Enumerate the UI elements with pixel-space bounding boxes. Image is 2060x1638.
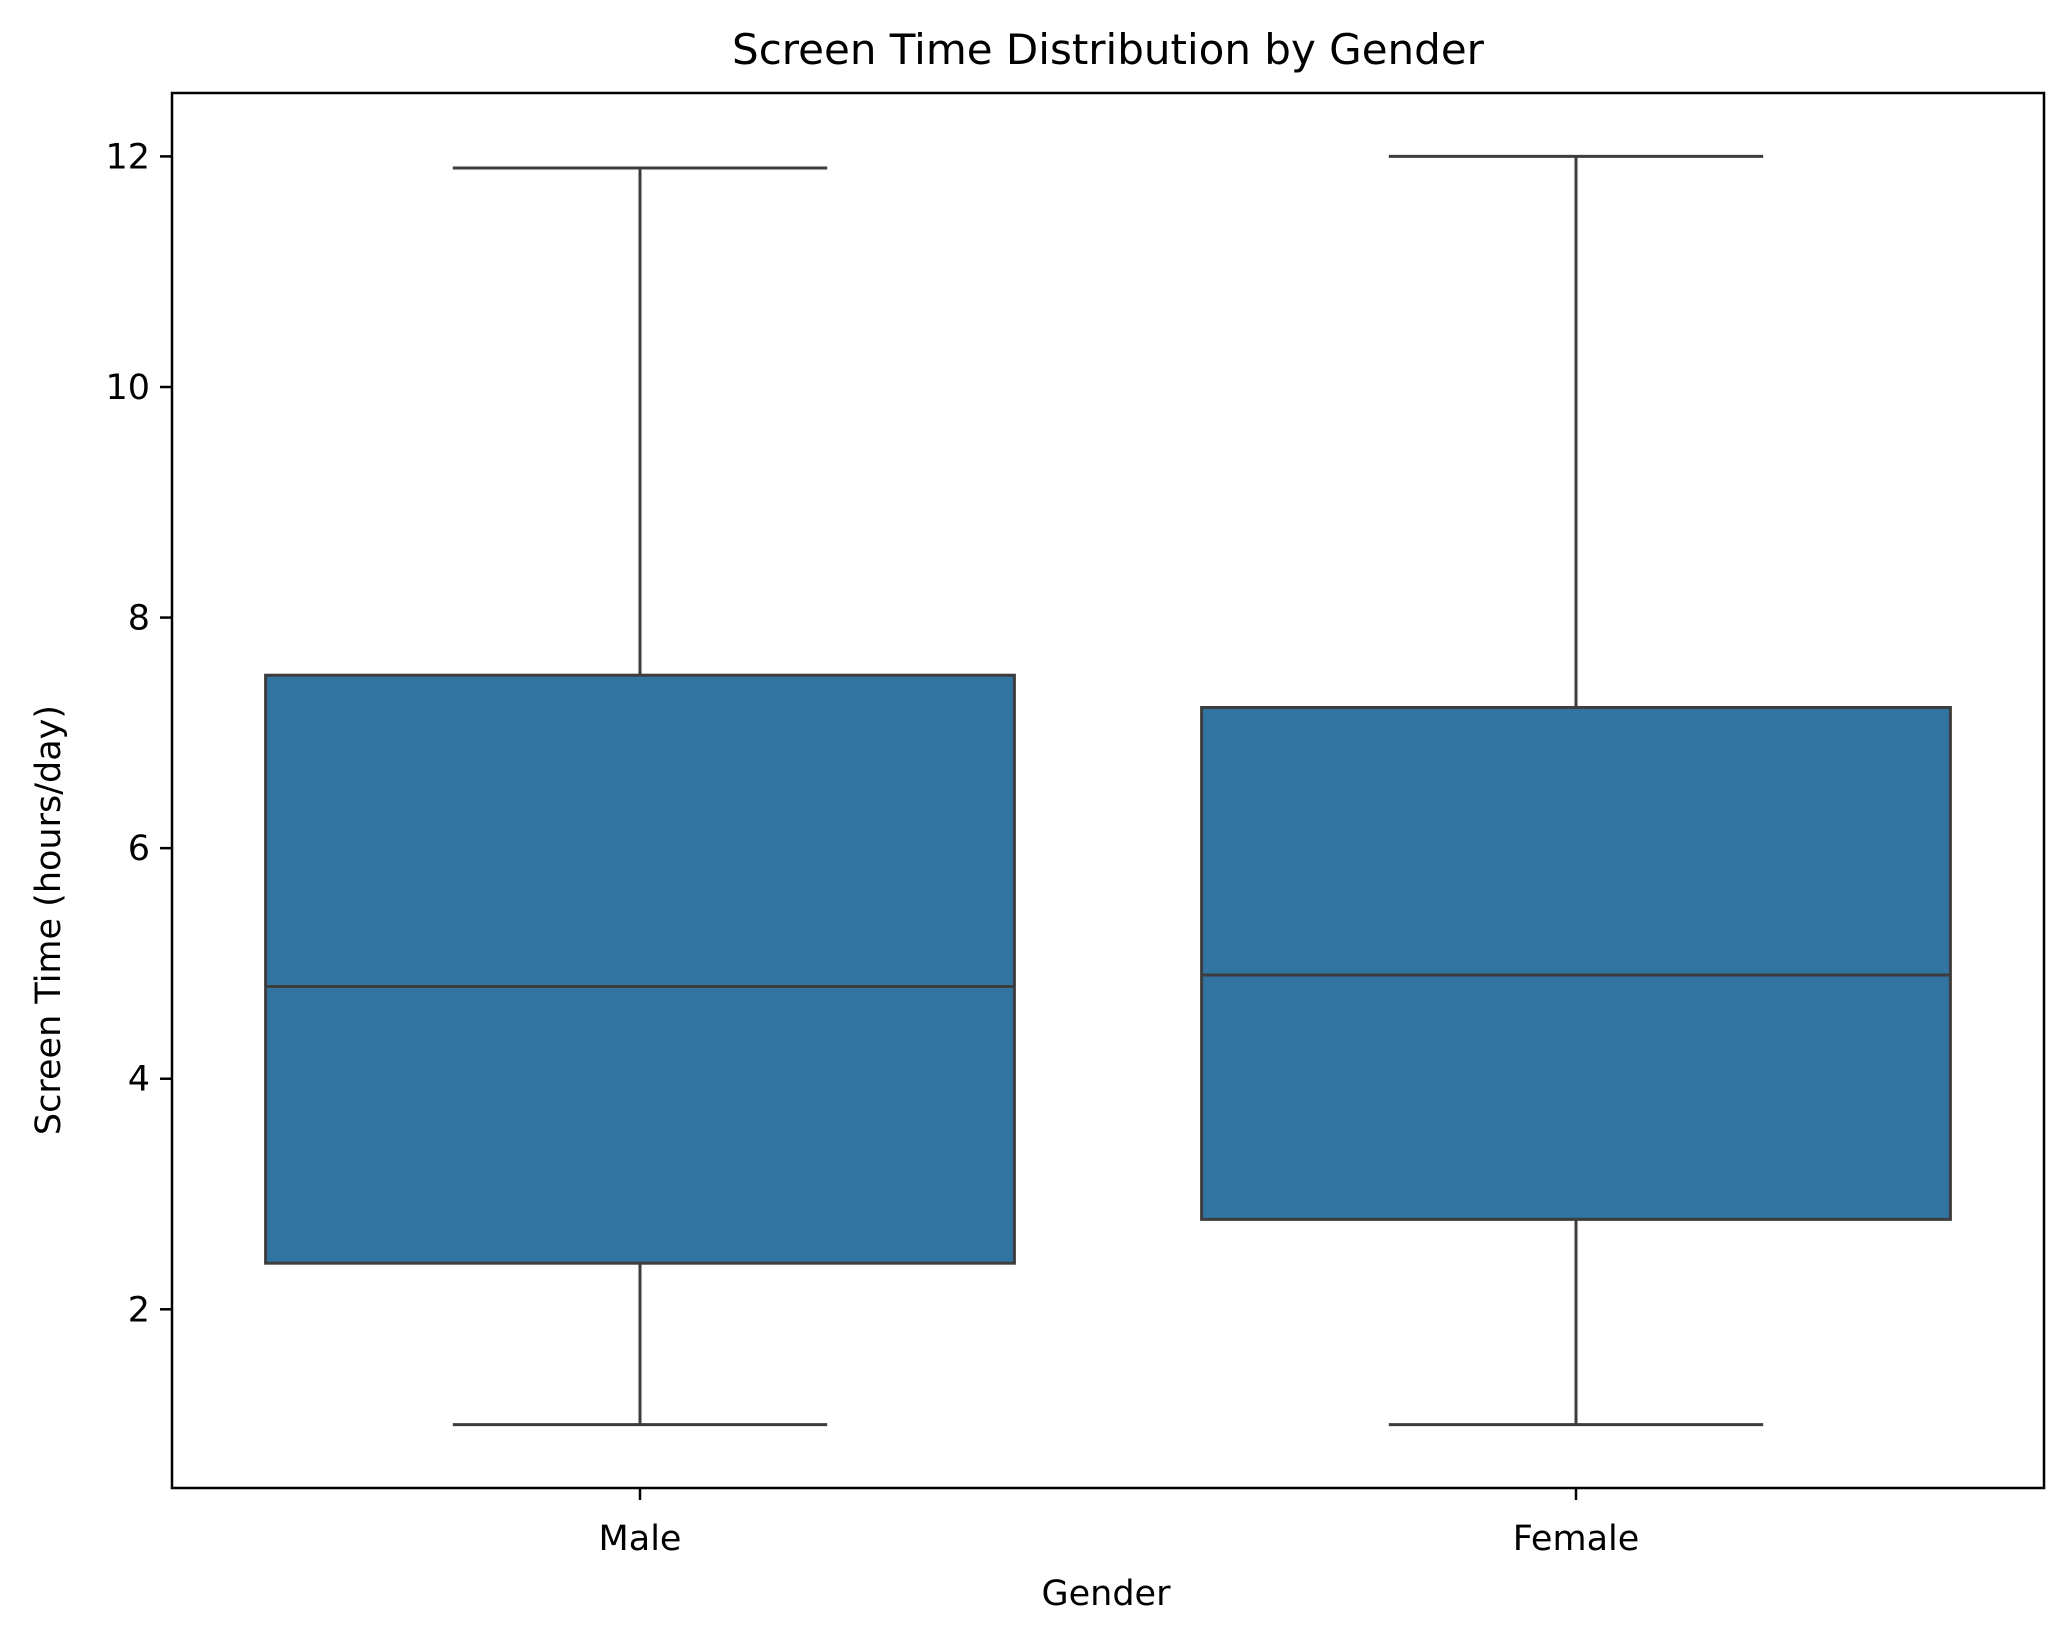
- iqr-box: [264, 673, 1016, 1265]
- plot-area-frame: [170, 91, 2046, 1490]
- x-axis-label: Gender: [1042, 1574, 1172, 1614]
- y-axis-ticks: 2 4 6 8 10 12: [105, 137, 172, 1330]
- y-tick-label: 2: [128, 1290, 150, 1330]
- y-tick-label: 4: [128, 1060, 150, 1100]
- box-female: [1200, 154, 1952, 1427]
- box-series: [264, 154, 1952, 1427]
- box-male: [264, 166, 1016, 1427]
- iqr-box: [1200, 705, 1952, 1221]
- x-tick-label: Male: [599, 1519, 682, 1559]
- y-tick-label: 12: [105, 137, 150, 177]
- y-tick-label: 10: [105, 368, 150, 408]
- chart-title: Screen Time Distribution by Gender: [732, 25, 1485, 74]
- y-tick-label: 8: [128, 599, 150, 639]
- x-tick-label: Female: [1513, 1519, 1640, 1559]
- y-axis-label: Screen Time (hours/day): [29, 705, 69, 1135]
- y-tick-label: 6: [128, 829, 150, 869]
- x-axis-ticks: Male Female: [599, 1488, 1640, 1559]
